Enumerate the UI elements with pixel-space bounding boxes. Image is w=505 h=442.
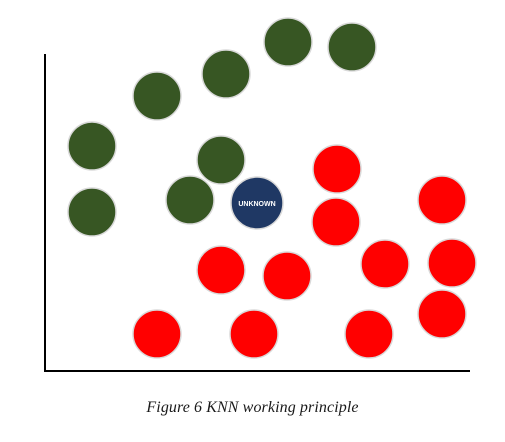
red-point [360, 239, 410, 289]
red-point [417, 175, 467, 225]
green-point [132, 71, 182, 121]
red-point [229, 309, 279, 359]
green-point [165, 175, 215, 225]
red-point [417, 289, 467, 339]
data-points [67, 17, 477, 359]
green-point [67, 187, 117, 237]
red-point [427, 238, 477, 288]
green-point [67, 121, 117, 171]
unknown-label: UNKNOWN [238, 201, 275, 208]
green-point [201, 49, 251, 99]
red-point [262, 251, 312, 301]
red-point [312, 144, 362, 194]
figure-caption: Figure 6 KNN working principle [146, 399, 359, 416]
red-point [311, 197, 361, 247]
green-point [196, 135, 246, 185]
red-point [132, 309, 182, 359]
unknown-point: UNKNOWN [230, 176, 284, 230]
green-point [327, 22, 377, 72]
red-point [344, 309, 394, 359]
red-point [196, 245, 246, 295]
knn-diagram: UNKNOWN [44, 17, 477, 372]
green-point [263, 17, 313, 67]
